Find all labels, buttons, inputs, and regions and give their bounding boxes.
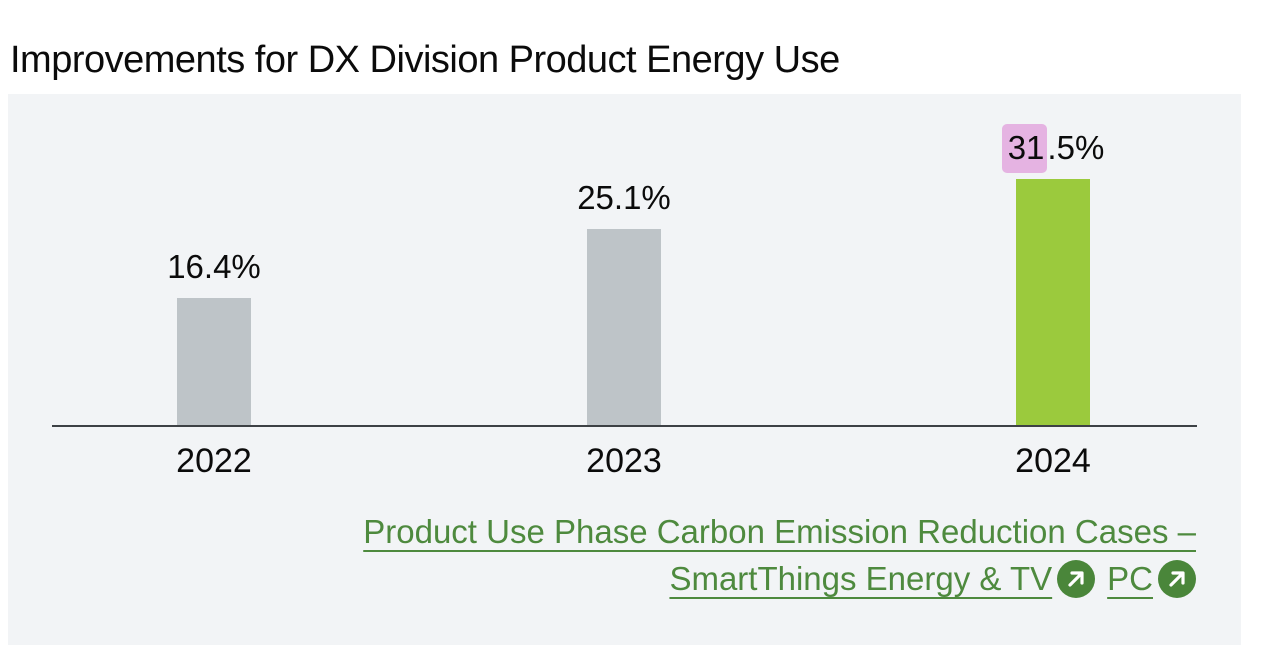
bar-2024	[1016, 179, 1090, 427]
x-axis-line	[52, 425, 1197, 427]
bar-2022	[177, 298, 251, 427]
page-title: Improvements for DX Division Product Ene…	[10, 39, 840, 82]
arrow-up-right-circle-icon[interactable]	[1158, 560, 1196, 598]
x-tick-2023: 2023	[586, 442, 662, 480]
bar-2023	[587, 229, 661, 427]
bar-value-label-2022: 16.4%	[167, 248, 261, 285]
bar-value-label-rest: .5%	[1047, 129, 1105, 166]
text-selection-highlight: 31	[1001, 124, 1048, 173]
smartthings-energy-tv-link-label: Product Use Phase Carbon Emission Reduct…	[363, 513, 1196, 597]
bar-value-label-2023: 25.1%	[577, 179, 671, 216]
arrow-up-right-circle-icon[interactable]	[1057, 560, 1096, 598]
pc-link-label: PC	[1107, 560, 1153, 597]
x-tick-2022: 2022	[176, 442, 252, 480]
smartthings-energy-tv-link[interactable]: Product Use Phase Carbon Emission Reduct…	[363, 513, 1196, 598]
chart-panel: 16.4% 25.1% 31.5% 2022 2023 2024 Product…	[8, 94, 1241, 645]
bar-group-2022: 16.4%	[114, 247, 314, 427]
bar-value-label-2024: 31.5%	[1001, 124, 1105, 173]
x-tick-2024: 2024	[1015, 442, 1091, 480]
bar-group-2024: 31.5%	[953, 124, 1153, 427]
pc-link[interactable]: PC	[1107, 560, 1196, 598]
footer-links: Product Use Phase Carbon Emission Reduct…	[296, 508, 1196, 602]
bar-group-2023: 25.1%	[524, 178, 724, 427]
